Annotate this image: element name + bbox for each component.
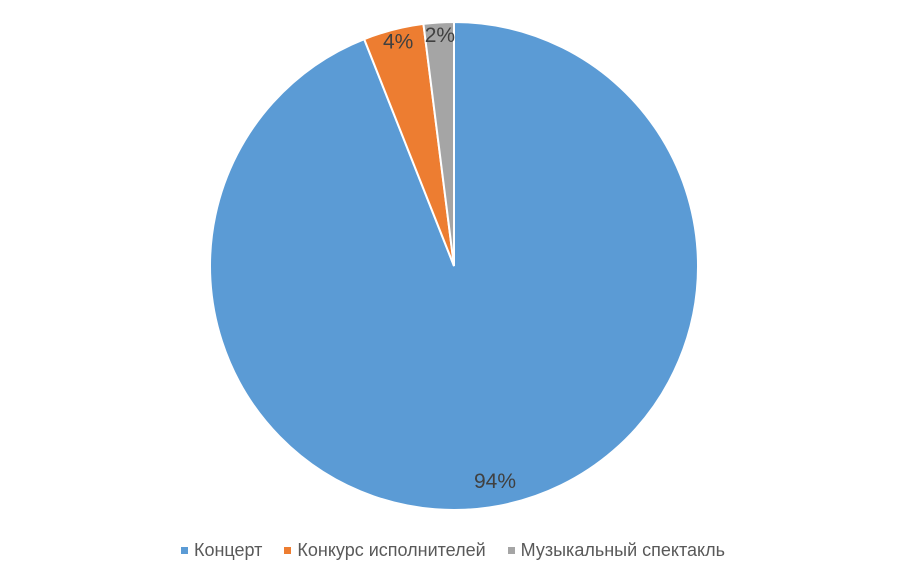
legend-item-musical[interactable]: Музыкальный спектакль xyxy=(507,540,725,561)
legend: Концерт Конкурс исполнителей Музыкальный… xyxy=(0,540,906,561)
data-label-musical: 2% xyxy=(425,24,455,47)
data-label-concert: 94% xyxy=(474,470,516,493)
legend-item-concert[interactable]: Концерт xyxy=(180,540,263,561)
legend-swatch-contest xyxy=(284,547,292,554)
pie-slices xyxy=(209,20,699,511)
legend-label-contest: Конкурс исполнителей xyxy=(297,540,486,560)
legend-label-musical: Музыкальный спектакль xyxy=(520,540,725,560)
legend-swatch-concert xyxy=(180,547,188,554)
legend-item-contest[interactable]: Конкурс исполнителей xyxy=(284,540,486,561)
pie-data-labels: 94% 4% 2% xyxy=(383,24,516,493)
legend-label-concert: Концерт xyxy=(193,540,263,560)
slice-musical[interactable] xyxy=(422,20,455,267)
legend-swatch-musical xyxy=(507,547,515,554)
data-label-contest: 4% xyxy=(383,31,413,54)
